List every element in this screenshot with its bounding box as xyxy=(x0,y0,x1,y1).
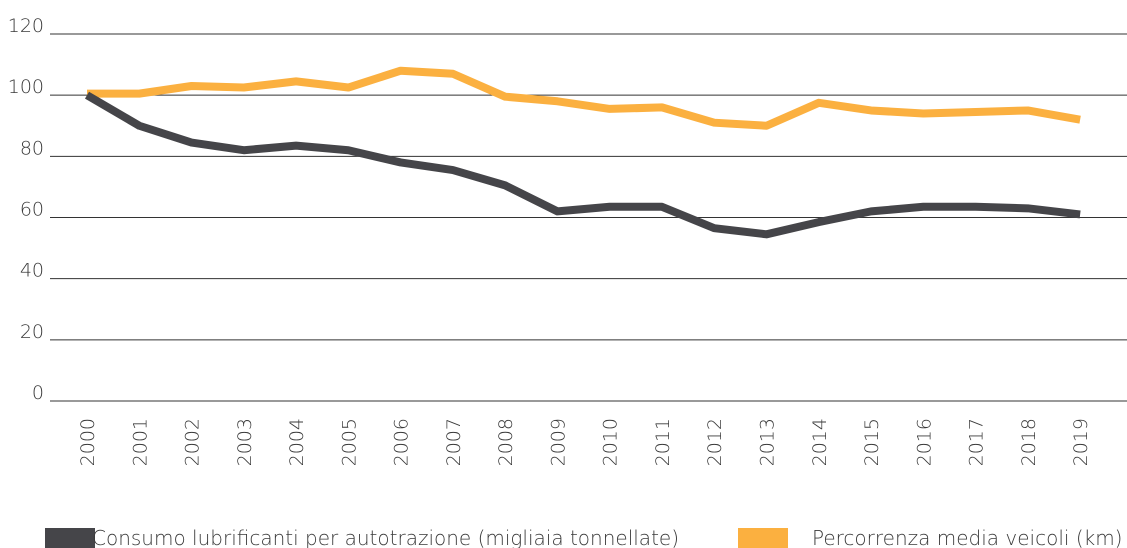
x-tick-label: 2008 xyxy=(495,418,517,466)
x-tick-label: 2013 xyxy=(757,418,779,466)
series-line xyxy=(84,91,1081,239)
x-tick-label: 2002 xyxy=(182,418,204,466)
x-tick-label: 2003 xyxy=(234,418,256,466)
x-tick-label: 2007 xyxy=(443,418,465,466)
x-tick-label: 2011 xyxy=(652,418,674,466)
x-tick-label: 2009 xyxy=(547,418,569,466)
legend-swatch xyxy=(738,528,788,548)
x-tick-label: 2006 xyxy=(391,418,413,466)
x-tick-label: 2004 xyxy=(286,418,308,466)
legend-label: Percorrenza media veicoli (km) xyxy=(812,526,1123,548)
y-tick-label: 120 xyxy=(8,15,44,37)
x-tick-label: 2018 xyxy=(1018,418,1040,466)
x-tick-label: 2010 xyxy=(600,418,622,466)
x-tick-label: 2001 xyxy=(129,418,151,466)
legend-swatch xyxy=(45,528,95,548)
legend-label: Consumo lubrificanti per autotrazione (m… xyxy=(92,526,679,548)
x-tick-label: 2015 xyxy=(861,418,883,466)
y-tick-label: 60 xyxy=(20,199,44,221)
x-tick-label: 2005 xyxy=(338,418,360,466)
y-tick-label: 80 xyxy=(20,137,44,159)
x-tick-label: 2016 xyxy=(913,418,935,466)
x-tick-label: 2017 xyxy=(966,418,988,466)
y-tick-label: 100 xyxy=(8,76,44,98)
y-tick-label: 40 xyxy=(20,260,44,282)
x-tick-label: 2000 xyxy=(77,418,99,466)
x-tick-label: 2019 xyxy=(1070,418,1092,466)
y-tick-label: 20 xyxy=(20,321,44,343)
x-tick-label: 2012 xyxy=(704,418,726,466)
y-tick-label: 0 xyxy=(32,382,44,404)
series-line xyxy=(87,66,1081,130)
x-tick-label: 2014 xyxy=(809,418,831,466)
